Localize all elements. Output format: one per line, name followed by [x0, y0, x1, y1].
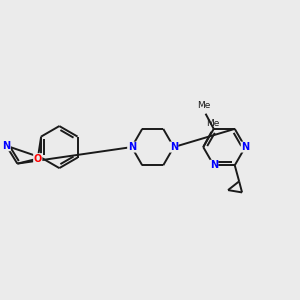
Text: N: N [241, 142, 249, 152]
Text: N: N [128, 142, 136, 152]
Text: Me: Me [206, 119, 220, 128]
Text: Me: Me [197, 101, 211, 110]
Text: O: O [34, 154, 42, 164]
Text: N: N [2, 141, 10, 151]
Text: N: N [170, 142, 178, 152]
Text: N: N [210, 160, 218, 170]
